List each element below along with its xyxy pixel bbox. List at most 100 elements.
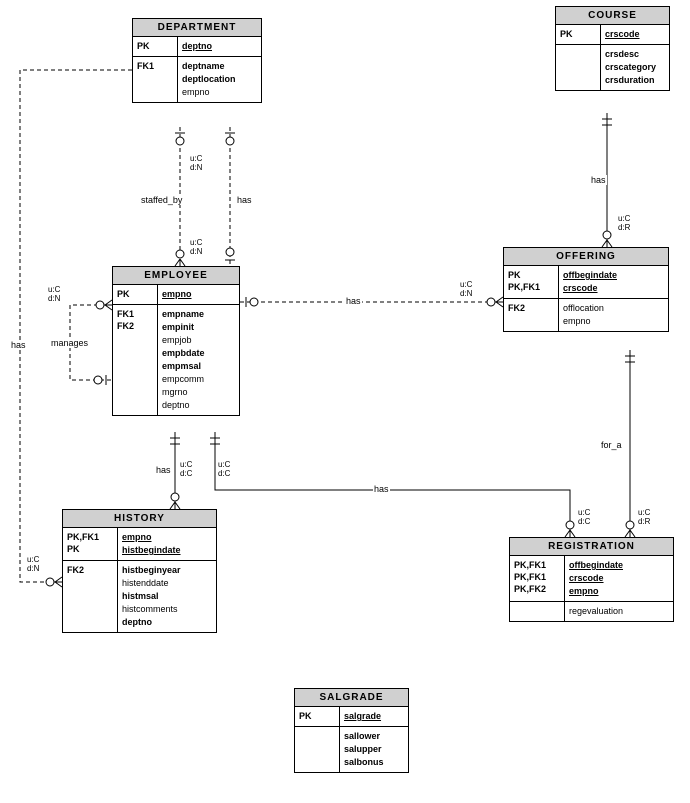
rel-label: staffed_by [140,195,183,205]
attr-histbegindate: histbegindate [122,544,212,557]
key-column: FK1 [133,57,178,102]
attr-empno: empno [569,585,669,598]
key-column: PK [133,37,178,56]
key-column: FK2 [504,299,559,331]
attr-histenddate: histenddate [122,577,212,590]
attr-salupper: salupper [344,743,404,756]
attr-column: empnohistbegindate [118,528,216,560]
attr-empinit: empinit [162,321,235,334]
attr-deptno: deptno [182,40,257,53]
attr-salgrade: salgrade [344,710,404,723]
attr-column: deptno [178,37,261,56]
rel-label: has [10,340,27,350]
entity-registration: REGISTRATIONPK,FK1PK,FK1PK,FK2offbeginda… [509,537,674,622]
rel-label: has [345,296,362,306]
key-column: FK2 [63,561,118,632]
attr-column: salgrade [340,707,408,726]
attr-column: deptnamedeptlocationempno [178,57,261,102]
cardinality-label: u:Cd:C [218,460,230,478]
key-column: PK [556,25,601,44]
attr-column: offbegindatecrscode [559,266,668,298]
attr-offlocation: offlocation [563,302,664,315]
key-column: FK1FK2 [113,305,158,415]
attr-empno: empno [563,315,664,328]
entity-title: DEPARTMENT [133,19,261,37]
key-column [556,45,601,90]
entity-title: COURSE [556,7,669,25]
key-column: PK [113,285,158,304]
attr-mgrno: mgrno [162,386,235,399]
entity-title: REGISTRATION [510,538,673,556]
attr-empno: empno [182,86,257,99]
attr-histbeginyear: histbeginyear [122,564,212,577]
attr-column: crsdesccrscategorycrsduration [601,45,669,90]
attr-empname: empname [162,308,235,321]
attr-regevaluation: regevaluation [569,605,669,618]
cardinality-label: u:Cd:C [578,508,590,526]
edge-e_emp_registration [210,432,575,537]
cardinality-label: u:Cd:N [190,238,202,256]
attr-column: sallowersaluppersalbonus [340,727,408,772]
cardinality-label: u:Cd:R [618,214,630,232]
attr-deptname: deptname [182,60,257,73]
attr-crsduration: crsduration [605,74,665,87]
key-column: PK,FK1PK [63,528,118,560]
attr-crsdesc: crsdesc [605,48,665,61]
rel-label: has [590,175,607,185]
edge-e_emp_offering [240,297,503,307]
key-column: PK [295,707,340,726]
attr-column: empnameempinitempjobempbdateempmsalempco… [158,305,239,415]
entity-offering: OFFERINGPKPK,FK1offbegindatecrscodeFK2of… [503,247,669,332]
attr-offbegindate: offbegindate [569,559,669,572]
attr-sallower: sallower [344,730,404,743]
attr-deptlocation: deptlocation [182,73,257,86]
rel-label: for_a [600,440,623,450]
attr-salbonus: salbonus [344,756,404,769]
cardinality-label: u:Cd:N [27,555,39,573]
entity-title: HISTORY [63,510,216,528]
attr-histmsal: histmsal [122,590,212,603]
attr-deptno: deptno [122,616,212,629]
entity-title: OFFERING [504,248,668,266]
edge-e_dept_emp_has [225,127,235,266]
attr-deptno: deptno [162,399,235,412]
attr-crscode: crscode [605,28,665,41]
attr-crscode: crscode [569,572,669,585]
attr-empbdate: empbdate [162,347,235,360]
cardinality-label: u:Cd:N [190,154,202,172]
entity-department: DEPARTMENTPKdeptnoFK1deptnamedeptlocatio… [132,18,262,103]
attr-column: regevaluation [565,602,673,621]
key-column [295,727,340,772]
attr-empjob: empjob [162,334,235,347]
key-column: PKPK,FK1 [504,266,559,298]
key-column: PK,FK1PK,FK1PK,FK2 [510,556,565,601]
entity-title: EMPLOYEE [113,267,239,285]
attr-histcomments: histcomments [122,603,212,616]
rel-label: has [373,484,390,494]
entity-course: COURSEPK crscode crsdesccrscategorycrsdura… [555,6,670,91]
attr-empcomm: empcomm [162,373,235,386]
rel-label: manages [50,338,89,348]
attr-crscode: crscode [563,282,664,295]
cardinality-label: u:Cd:R [638,508,650,526]
entity-title: SALGRADE [295,689,408,707]
entity-salgrade: SALGRADEPK salgrade sallowersaluppersalbon… [294,688,409,773]
attr-crscategory: crscategory [605,61,665,74]
entity-history: HISTORYPK,FK1PKempnohistbegindateFK2hist… [62,509,217,633]
entity-employee: EMPLOYEEPKempnoFK1FK2empnameempinitempjo… [112,266,240,416]
cardinality-label: u:Cd:N [48,285,60,303]
edges-layer [0,0,690,803]
rel-label: has [155,465,172,475]
attr-column: offbegindatecrscodeempno [565,556,673,601]
attr-column: histbeginyearhistenddatehistmsalhistcomm… [118,561,216,632]
key-column [510,602,565,621]
attr-empno: empno [162,288,235,301]
edge-e_offering_registration [625,350,635,537]
attr-empno: empno [122,531,212,544]
attr-offbegindate: offbegindate [563,269,664,282]
attr-column: empno [158,285,239,304]
cardinality-label: u:Cd:N [460,280,472,298]
rel-label: has [236,195,253,205]
cardinality-label: u:Cd:C [180,460,192,478]
attr-column: crscode [601,25,669,44]
